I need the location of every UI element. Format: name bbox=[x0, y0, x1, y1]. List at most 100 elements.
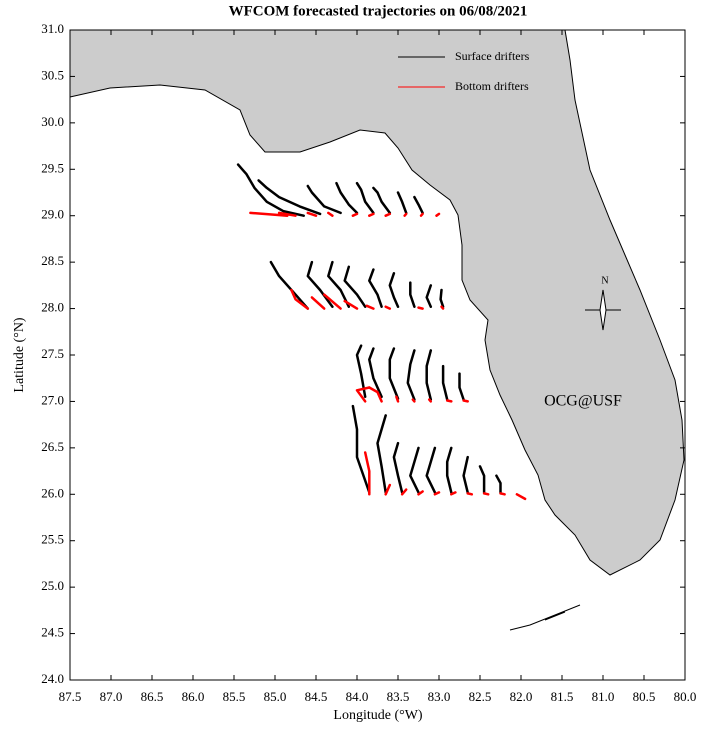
trajectory bbox=[351, 404, 371, 494]
trajectory bbox=[425, 349, 433, 401]
trajectory bbox=[351, 212, 359, 217]
trajectory bbox=[355, 181, 375, 215]
x-tick-label: 82.0 bbox=[510, 689, 533, 704]
y-tick-label: 25.5 bbox=[41, 532, 64, 547]
chart-title: WFCOM forecasted trajectories on 06/08/2… bbox=[229, 3, 528, 19]
trajectory bbox=[368, 212, 375, 217]
y-tick-label: 28.5 bbox=[41, 253, 64, 268]
trajectory bbox=[249, 211, 289, 217]
compass-label: N bbox=[601, 275, 608, 286]
trajectory bbox=[440, 305, 445, 310]
trajectory bbox=[355, 386, 371, 403]
trajectory bbox=[335, 181, 359, 215]
trajectory bbox=[445, 399, 453, 403]
y-tick-label: 31.0 bbox=[41, 21, 64, 36]
trajectory bbox=[343, 299, 359, 310]
trajectory bbox=[425, 284, 433, 308]
trajectory bbox=[499, 492, 506, 496]
y-tick-label: 29.0 bbox=[41, 207, 64, 222]
trajectory bbox=[343, 265, 367, 308]
trajectory bbox=[257, 179, 322, 216]
trajectory bbox=[466, 492, 474, 496]
trajectory bbox=[392, 441, 404, 494]
y-tick-label: 27.0 bbox=[41, 392, 64, 407]
trajectory bbox=[368, 347, 383, 399]
trajectory bbox=[419, 212, 424, 217]
trajectory bbox=[384, 212, 392, 217]
trajectory bbox=[388, 347, 400, 400]
x-tick-label: 87.0 bbox=[100, 689, 123, 704]
trajectory bbox=[462, 399, 469, 403]
trajectory bbox=[376, 414, 387, 494]
trajectory bbox=[372, 186, 392, 215]
trajectory bbox=[396, 191, 408, 215]
x-tick-label: 81.5 bbox=[551, 689, 574, 704]
x-tick-label: 83.5 bbox=[387, 689, 410, 704]
trajectory bbox=[425, 446, 437, 494]
y-tick-label: 29.5 bbox=[41, 160, 64, 175]
trajectory bbox=[322, 293, 342, 310]
x-tick-label: 86.5 bbox=[141, 689, 164, 704]
x-tick-label: 80.5 bbox=[633, 689, 656, 704]
trajectory bbox=[403, 212, 408, 217]
trajectory bbox=[327, 260, 351, 308]
y-tick-label: 28.0 bbox=[41, 300, 64, 315]
y-tick-label: 24.5 bbox=[41, 625, 64, 640]
y-tick-label: 25.0 bbox=[41, 578, 64, 593]
x-tick-label: 83.0 bbox=[428, 689, 451, 704]
trajectory bbox=[462, 455, 469, 494]
y-tick-label: 26.5 bbox=[41, 439, 64, 454]
trajectory bbox=[495, 474, 502, 494]
trajectory bbox=[236, 163, 305, 217]
trajectory bbox=[406, 349, 416, 401]
x-tick-label: 87.5 bbox=[59, 689, 82, 704]
trajectory bbox=[445, 446, 453, 494]
x-tick-label: 84.0 bbox=[346, 689, 369, 704]
trajectory bbox=[290, 288, 310, 310]
trajectory bbox=[306, 184, 342, 215]
trajectory bbox=[515, 493, 527, 501]
x-tick-label: 84.5 bbox=[305, 689, 328, 704]
x-tick-label: 81.0 bbox=[592, 689, 615, 704]
trajectory bbox=[409, 446, 420, 494]
trajectory bbox=[417, 306, 424, 310]
x-tick-label: 82.5 bbox=[469, 689, 492, 704]
y-axis-label: Latitude (°N) bbox=[12, 317, 27, 393]
x-tick-label: 85.0 bbox=[264, 689, 287, 704]
x-axis-label: Longitude (°W) bbox=[333, 708, 423, 723]
trajectory bbox=[269, 260, 310, 310]
trajectory bbox=[368, 268, 383, 308]
trajectory bbox=[435, 212, 441, 217]
trajectory bbox=[411, 398, 416, 403]
trajectory bbox=[368, 386, 383, 403]
trajectory bbox=[306, 260, 334, 308]
y-tick-label: 24.0 bbox=[41, 671, 64, 686]
trajectory bbox=[355, 344, 367, 399]
y-tick-label: 30.0 bbox=[41, 114, 64, 129]
legend-label: Bottom drifters bbox=[455, 79, 529, 93]
y-tick-label: 27.5 bbox=[41, 346, 64, 361]
legend-label: Surface drifters bbox=[455, 49, 530, 63]
trajectory bbox=[400, 488, 408, 496]
keys bbox=[509, 604, 581, 631]
annotation: OCG@USF bbox=[544, 393, 622, 410]
trajectory bbox=[450, 491, 457, 496]
trajectory bbox=[441, 364, 449, 401]
trajectory bbox=[310, 296, 326, 310]
trajectory bbox=[478, 465, 486, 494]
trajectory bbox=[409, 281, 416, 308]
trajectory bbox=[384, 483, 392, 496]
trajectory bbox=[433, 491, 441, 496]
y-tick-label: 26.0 bbox=[41, 485, 64, 500]
trajectory bbox=[427, 398, 433, 403]
trajectory bbox=[365, 304, 375, 310]
trajectory bbox=[388, 272, 400, 308]
land bbox=[69, 29, 685, 576]
y-tick-label: 30.5 bbox=[41, 67, 64, 82]
trajectory bbox=[384, 305, 392, 310]
trajectory bbox=[395, 395, 400, 403]
trajectory bbox=[363, 451, 371, 496]
trajectory bbox=[306, 211, 318, 217]
x-tick-label: 85.5 bbox=[223, 689, 246, 704]
